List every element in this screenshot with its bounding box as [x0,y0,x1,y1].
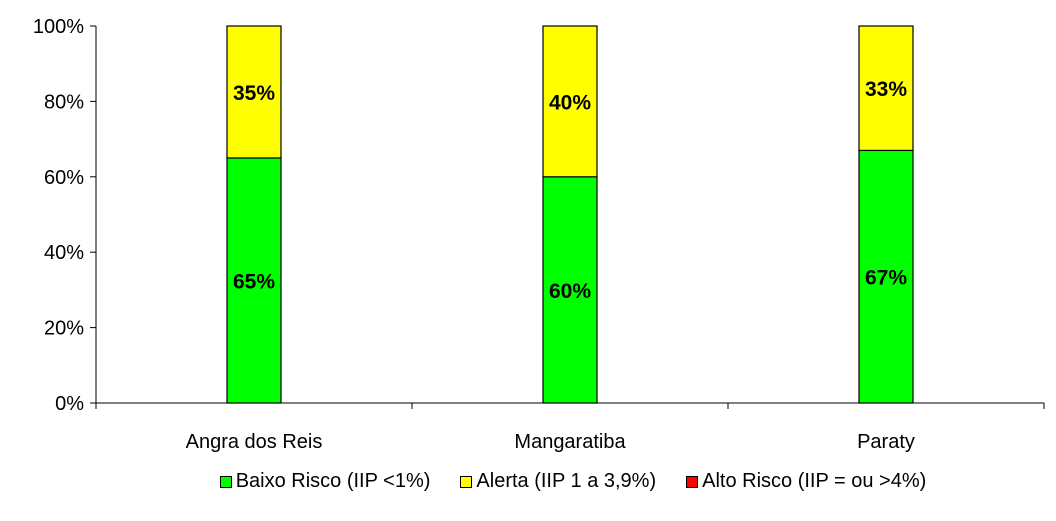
data-label: 65% [233,270,275,293]
legend-item: Alerta (IIP 1 a 3,9%) [460,470,656,493]
bar-segment [542,25,598,178]
legend-swatch [460,475,473,488]
x-category-label: Mangaratiba [514,431,626,453]
axes: 0% 20% 40% 60% 80% 100% Angra dos Reis Mangarat… [33,16,1045,453]
legend-label: Alerta (IIP 1 a 3,9%) [476,470,657,492]
legend-item: Alto Risco (IIP = ou >4%) [686,470,926,493]
y-tick-label: 100% [33,16,84,38]
legend-swatch [219,475,232,488]
data-label: 67% [865,267,907,290]
legend-swatch [686,475,699,488]
x-category-label: Angra dos Reis [186,431,323,453]
data-label: 60% [549,280,591,303]
bar-segment [858,149,914,404]
bars [226,25,914,404]
bar-segment [226,25,282,159]
legend: Baixo Risco (IIP <1%) Alerta (IIP 1 a 3,9… [0,470,1056,493]
data-label: 35% [233,82,275,105]
x-category-label: Paraty [857,431,915,453]
data-label: 33% [865,78,907,101]
legend-item: Baixo Risco (IIP <1%) [219,470,431,493]
y-tick-label: 80% [44,91,84,113]
bar-segment [858,25,914,152]
y-tick-label: 0% [55,393,84,415]
legend-label: Baixo Risco (IIP <1%) [235,470,431,492]
stacked-bar-chart: 0% 20% 40% 60% 80% 100% Angra dos Reis Mangarat… [33,16,1045,453]
y-tick-label: 40% [44,242,84,264]
bar-segment [226,157,282,404]
bar-segment [542,176,598,404]
y-tick-label: 20% [44,318,84,340]
data-label: 40% [549,91,591,114]
data-labels: 65% 35% 60% 40% 67% 33% [233,78,907,303]
y-tick-label: 60% [44,167,84,189]
legend-label: Alto Risco (IIP = ou >4%) [702,470,927,492]
